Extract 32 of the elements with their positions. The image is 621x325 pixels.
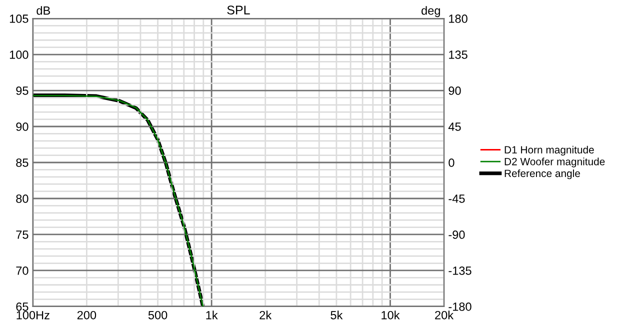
y2-tick-label: -180 [448, 302, 472, 311]
y-axis-title: dB [36, 6, 50, 15]
chart-title: SPL [227, 6, 250, 14]
x-tick-label: 200 [77, 310, 96, 320]
x-tick-label: 5k [330, 310, 343, 320]
y-tick-label: 70 [16, 266, 28, 275]
y-tick-label: 100 [10, 50, 28, 59]
x-tick-label: 2k [260, 310, 272, 320]
x-tick-label: 1k [206, 310, 218, 320]
y-tick-label: 95 [16, 86, 28, 95]
y-tick-label: 80 [16, 194, 28, 203]
y2-tick-label: -135 [448, 266, 472, 275]
y2-tick-label: 180 [449, 14, 468, 23]
y2-tick-label: -90 [448, 230, 465, 239]
y2-axis-title: deg [422, 6, 440, 18]
legend-label: D1 Horn magnitude [504, 146, 594, 156]
legend-label: D2 Woofer magnitude [504, 158, 605, 168]
y2-tick-label: 0 [448, 158, 454, 167]
y-tick-label: 90 [16, 122, 28, 131]
y-tick-label: 65 [16, 302, 28, 311]
y-tick-label: 105 [10, 14, 28, 23]
y-tick-label: 85 [16, 158, 28, 167]
y2-tick-label: 90 [448, 86, 461, 95]
y2-tick-label: 45 [448, 122, 461, 131]
x-tick-label: 20k [435, 310, 454, 320]
x-tick-label: 500 [148, 310, 168, 320]
x-tick-label: 10k [382, 310, 400, 320]
x-tick-label: 100Hz [16, 310, 50, 320]
y2-tick-label: -45 [448, 194, 465, 203]
legend-label: Reference angle [504, 169, 580, 180]
y2-tick-label: 135 [449, 50, 468, 59]
y-tick-label: 75 [16, 230, 28, 239]
